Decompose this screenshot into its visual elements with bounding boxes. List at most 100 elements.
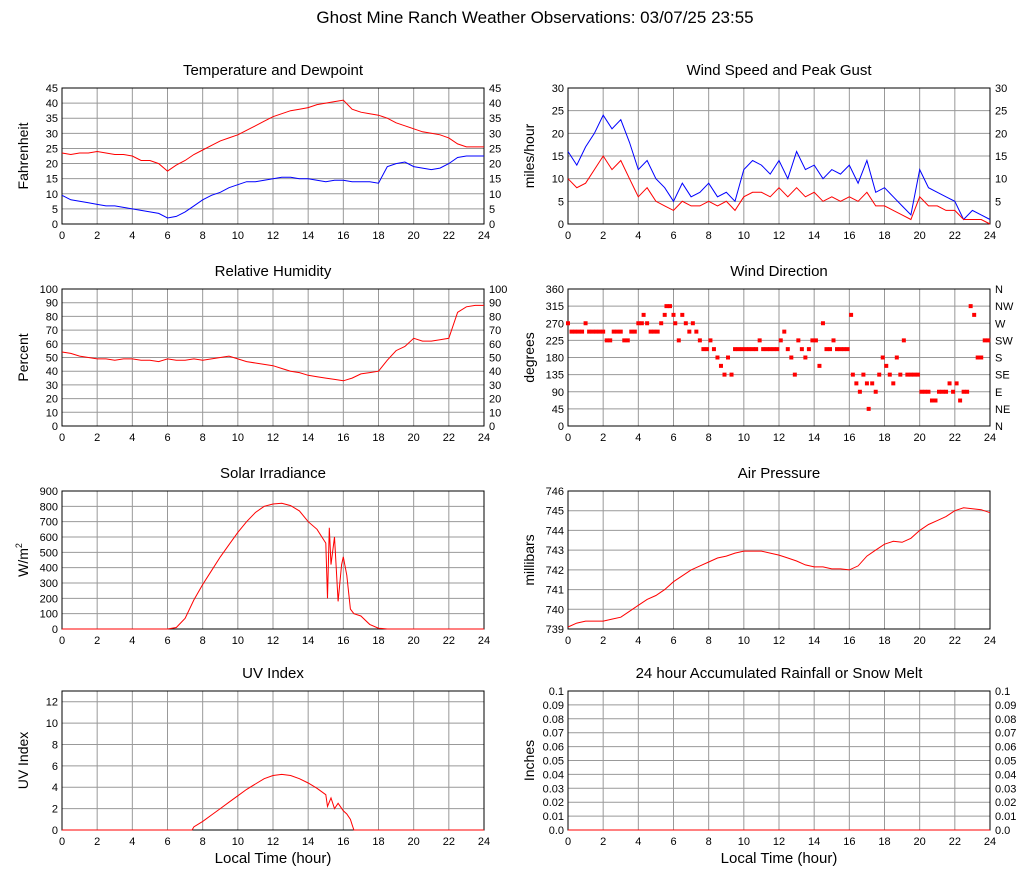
- x-tick-label: 12: [773, 432, 785, 444]
- y-tick-label: 45: [552, 404, 564, 416]
- y-tick-label-right: 0.07: [995, 728, 1016, 740]
- y-tick-label: 500: [40, 547, 58, 559]
- data-point: [915, 372, 920, 377]
- y-tick-label: 100: [40, 284, 58, 296]
- x-tick-label: 12: [773, 230, 785, 242]
- x-tick-label: 2: [600, 635, 606, 647]
- x-tick-label: 24: [478, 836, 490, 848]
- chart-title: Wind Speed and Peak Gust: [686, 62, 872, 79]
- y-tick-label: 5: [558, 196, 564, 208]
- data-point: [979, 355, 984, 360]
- y-tick-label: 10: [46, 189, 58, 201]
- y-tick-label: 0: [52, 421, 58, 433]
- x-tick-label: 20: [914, 635, 926, 647]
- y-tick-label: 20: [46, 394, 58, 406]
- x-tick-label: 22: [443, 836, 455, 848]
- x-tick-label: 18: [372, 635, 384, 647]
- y-tick-label-right: 80: [489, 311, 501, 323]
- y-tick-label: 135: [546, 370, 564, 382]
- x-tick-label: 8: [706, 635, 712, 647]
- data-point: [975, 355, 980, 360]
- data-point: [968, 304, 973, 309]
- y-tick-label: 20: [552, 128, 564, 140]
- y-tick-label-right: W: [995, 318, 1006, 330]
- y-tick-label-right: 45: [489, 83, 501, 95]
- x-tick-label: 4: [129, 432, 135, 444]
- x-tick-label: 14: [808, 836, 820, 848]
- data-point: [817, 363, 822, 368]
- x-tick-label: 18: [878, 836, 890, 848]
- data-point: [864, 381, 869, 386]
- y-tick-label-right: SW: [995, 335, 1013, 347]
- chart-title: Solar Irradiance: [220, 465, 326, 482]
- y-tick-label: 700: [40, 517, 58, 529]
- data-point: [641, 312, 646, 317]
- x-tick-label: 12: [773, 635, 785, 647]
- data-point: [576, 329, 581, 334]
- data-point: [842, 347, 847, 352]
- y-tick-label-right: 15: [489, 174, 501, 186]
- x-tick-label: 2: [600, 432, 606, 444]
- data-point: [590, 329, 595, 334]
- y-tick-label: 25: [46, 143, 58, 155]
- data-point: [940, 389, 945, 394]
- x-tick-label: 20: [408, 836, 420, 848]
- data-point: [789, 355, 794, 360]
- x-tick-label: 16: [843, 836, 855, 848]
- data-point: [711, 347, 716, 352]
- y-tick-label-right: 0.0: [995, 825, 1010, 837]
- y-tick-label-right: 30: [489, 128, 501, 140]
- data-point: [687, 329, 692, 334]
- y-tick-label: 0.02: [543, 797, 564, 809]
- x-tick-label: 16: [337, 836, 349, 848]
- x-tick-label: 20: [408, 432, 420, 444]
- y-tick-label: 10: [552, 174, 564, 186]
- data-point: [905, 372, 910, 377]
- data-point: [601, 329, 606, 334]
- x-tick-label: 14: [808, 432, 820, 444]
- y-tick-label-right: 90: [489, 298, 501, 310]
- data-point: [566, 321, 570, 326]
- data-point: [912, 372, 917, 377]
- x-axis-label: Local Time (hour): [215, 850, 332, 867]
- y-tick-label: 2: [52, 804, 58, 816]
- x-tick-label: 0: [59, 230, 65, 242]
- y-tick-label-right: 15: [995, 151, 1007, 163]
- x-tick-label: 10: [738, 836, 750, 848]
- x-tick-label: 10: [232, 230, 244, 242]
- y-tick-label: 0.01: [543, 811, 564, 823]
- x-tick-label: 8: [200, 432, 206, 444]
- y-tick-label: 30: [46, 380, 58, 392]
- x-tick-label: 0: [565, 635, 571, 647]
- data-point: [726, 355, 731, 360]
- data-point: [898, 372, 903, 377]
- data-point: [947, 381, 952, 386]
- x-tick-label: 14: [808, 635, 820, 647]
- x-tick-label: 4: [129, 836, 135, 848]
- data-point: [645, 321, 650, 326]
- data-point: [922, 389, 927, 394]
- x-tick-label: 16: [337, 635, 349, 647]
- y-tick-label: 0: [52, 219, 58, 231]
- y-tick-label-right: 40: [489, 366, 501, 378]
- x-tick-label: 14: [302, 432, 314, 444]
- y-tick-label-right: E: [995, 387, 1002, 399]
- chart-rainfall: 24 hour Accumulated Rainfall or Snow Mel…: [521, 665, 1016, 867]
- y-tick-label-right: S: [995, 353, 1002, 365]
- x-tick-label: 4: [635, 635, 641, 647]
- y-tick-label: 6: [52, 761, 58, 773]
- y-tick-label: 40: [46, 366, 58, 378]
- x-tick-label: 12: [773, 836, 785, 848]
- x-tick-label: 0: [59, 635, 65, 647]
- x-tick-label: 22: [949, 635, 961, 647]
- data-point: [827, 347, 832, 352]
- y-tick-label: 0: [52, 825, 58, 837]
- data-point: [954, 381, 959, 386]
- data-point: [926, 389, 931, 394]
- y-tick-label: 200: [40, 593, 58, 605]
- x-tick-label: 22: [443, 635, 455, 647]
- y-tick-label: 4: [52, 782, 58, 794]
- data-point: [880, 355, 885, 360]
- x-tick-label: 16: [337, 432, 349, 444]
